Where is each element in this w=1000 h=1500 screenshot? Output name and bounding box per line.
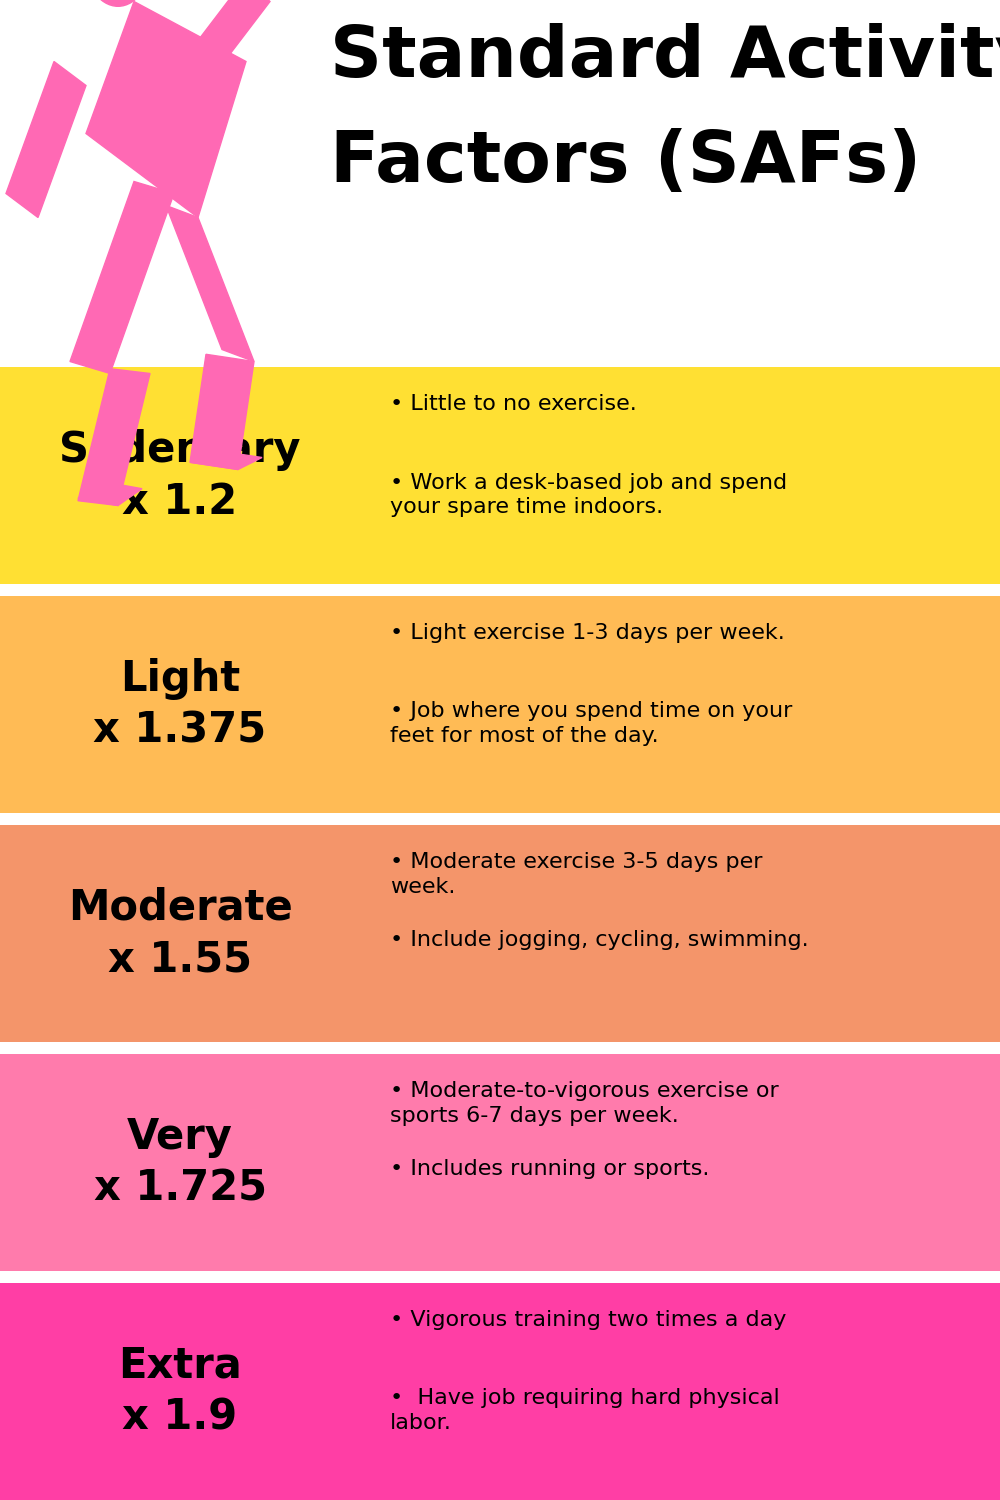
Text: Extra: Extra xyxy=(118,1344,242,1386)
Text: Light: Light xyxy=(120,658,240,700)
Bar xyxy=(0,825,1000,1042)
Polygon shape xyxy=(166,206,254,362)
Bar xyxy=(0,585,1000,597)
Text: • Light exercise 1-3 days per week.: • Light exercise 1-3 days per week. xyxy=(390,624,785,644)
Polygon shape xyxy=(190,354,254,470)
Polygon shape xyxy=(86,2,246,217)
Text: Factors (SAFs): Factors (SAFs) xyxy=(330,128,921,196)
Text: •  Have job requiring hard physical
labor.: • Have job requiring hard physical labor… xyxy=(390,1388,780,1432)
Polygon shape xyxy=(190,450,262,470)
Polygon shape xyxy=(182,0,270,86)
Bar xyxy=(0,1282,1000,1500)
Polygon shape xyxy=(78,369,150,506)
Bar xyxy=(0,1270,1000,1282)
Text: • Work a desk-based job and spend
your spare time indoors.: • Work a desk-based job and spend your s… xyxy=(390,472,787,518)
Text: Very: Very xyxy=(127,1116,233,1158)
Bar xyxy=(0,1042,1000,1054)
Polygon shape xyxy=(78,482,142,506)
Text: x 1.725: x 1.725 xyxy=(94,1167,266,1209)
Text: • Moderate exercise 3-5 days per
week.: • Moderate exercise 3-5 days per week. xyxy=(390,852,763,897)
Text: Standard Activity: Standard Activity xyxy=(330,22,1000,92)
Bar xyxy=(0,1054,1000,1270)
Text: x 1.375: x 1.375 xyxy=(93,710,267,752)
Text: x 1.9: x 1.9 xyxy=(122,1396,238,1438)
Text: Sedentary: Sedentary xyxy=(59,429,301,471)
Bar xyxy=(0,597,1000,813)
Bar xyxy=(0,813,1000,825)
Text: • Include jogging, cycling, swimming.: • Include jogging, cycling, swimming. xyxy=(390,930,809,951)
Text: • Job where you spend time on your
feet for most of the day.: • Job where you spend time on your feet … xyxy=(390,702,792,747)
Text: x 1.2: x 1.2 xyxy=(122,482,238,524)
Text: • Vigorous training two times a day: • Vigorous training two times a day xyxy=(390,1310,786,1330)
Text: • Little to no exercise.: • Little to no exercise. xyxy=(390,394,637,414)
Circle shape xyxy=(83,0,153,6)
Text: x 1.55: x 1.55 xyxy=(108,939,252,981)
Text: • Moderate-to-vigorous exercise or
sports 6-7 days per week.: • Moderate-to-vigorous exercise or sport… xyxy=(390,1082,779,1126)
Text: Moderate: Moderate xyxy=(68,886,292,928)
Polygon shape xyxy=(70,182,174,374)
Text: • Includes running or sports.: • Includes running or sports. xyxy=(390,1160,709,1179)
Bar xyxy=(0,368,1000,585)
Polygon shape xyxy=(6,62,86,217)
